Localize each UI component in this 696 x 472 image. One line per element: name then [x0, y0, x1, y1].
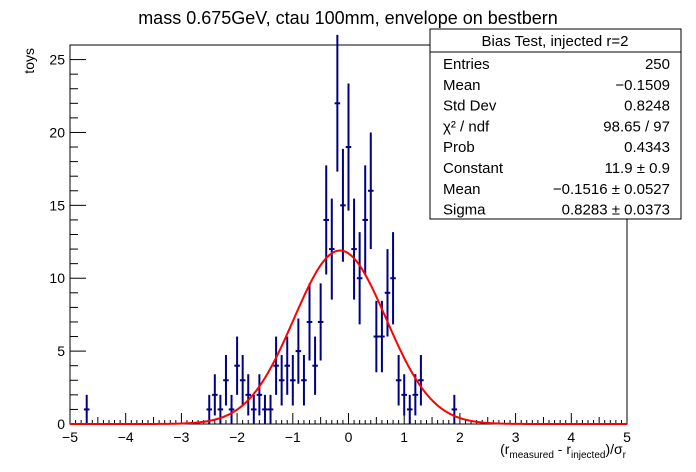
histogram-bin: [206, 394, 213, 424]
x-tick-label: −3: [173, 429, 189, 445]
y-tick-label: 0: [57, 416, 65, 432]
histogram-bin: [406, 394, 413, 424]
histogram-bin: [262, 394, 268, 424]
histogram-bin: [267, 394, 274, 424]
gaussian-fit-curve: [70, 249, 627, 425]
histogram-bin: [223, 355, 229, 406]
histogram-bin: [284, 336, 291, 395]
histogram-bin: [340, 148, 346, 262]
histogram-bin: [83, 394, 90, 424]
histogram-bin: [245, 374, 252, 416]
histogram-bin: [401, 374, 407, 416]
stats-row-value: 0.8283 ± 0.0373: [562, 202, 670, 219]
stats-row-label: Constant: [443, 160, 504, 177]
stats-row-value: 11.9 ± 0.9: [604, 160, 670, 177]
x-tick-label: 5: [623, 429, 631, 445]
histogram-bin: [278, 355, 285, 406]
chart-title: mass 0.675GeV, ctau 100mm, envelope on b…: [138, 8, 558, 28]
histogram-bin: [234, 336, 240, 395]
histogram-bin: [301, 355, 307, 406]
histogram-bin: [273, 336, 279, 395]
histogram-bin: [217, 394, 224, 424]
stats-title: Bias Test, injected r=2: [482, 33, 629, 50]
stats-row-label: Mean: [443, 181, 481, 198]
x-tick-label: −1: [285, 429, 301, 445]
histogram-bin: [367, 132, 374, 250]
stats-row-value: −0.1516 ± 0.0527: [553, 181, 670, 198]
x-tick-label: −2: [229, 429, 245, 445]
histogram-bin: [312, 336, 318, 395]
x-tick-label: 3: [512, 429, 520, 445]
histogram-bin: [334, 34, 341, 172]
x-tick-label: −4: [118, 429, 134, 445]
histogram-bin: [317, 283, 324, 361]
histogram-bin: [290, 355, 296, 406]
histogram-bin: [451, 394, 458, 424]
histogram-bin: [390, 232, 396, 325]
stats-row-label: Sigma: [443, 202, 486, 219]
histogram-bin: [306, 283, 313, 361]
x-tick-label: −5: [62, 429, 78, 445]
histogram-bin: [256, 374, 263, 416]
histogram-bin: [295, 318, 302, 384]
y-tick-label: 25: [49, 52, 65, 68]
y-tick-label: 20: [49, 124, 65, 140]
y-tick-label: 10: [49, 270, 65, 286]
stats-row-value: 0.8248: [624, 98, 670, 115]
stats-row-value: −0.1509: [615, 77, 670, 94]
histogram-bins: [83, 34, 458, 424]
stats-row-value: 98.65 / 97: [603, 118, 670, 135]
histogram-bin: [351, 198, 357, 300]
histogram-bin: [251, 394, 257, 424]
x-axis-label: (rmeasured - rinjected)/σr: [500, 441, 627, 461]
histogram-bin: [212, 374, 218, 416]
stats-row-label: Std Dev: [443, 98, 497, 115]
y-axis-ticks: 0 5 10 15 20 25: [49, 44, 86, 432]
y-tick-label: 5: [57, 343, 65, 359]
histogram-bin: [323, 165, 330, 275]
histogram-bin: [373, 300, 380, 373]
stats-row-value: 0.4343: [624, 139, 670, 156]
histogram-bin: [228, 394, 235, 424]
histogram-bin: [418, 355, 424, 406]
stats-box: Bias Test, injected r=2 Entries 250 Mean −0…: [429, 28, 682, 220]
histogram-bin: [329, 198, 335, 300]
x-tick-label: 0: [345, 429, 353, 445]
histogram-bin: [239, 355, 246, 406]
histogram-bin: [345, 83, 352, 211]
histogram-bin: [379, 300, 385, 373]
stats-row-label: χ² / ndf: [443, 118, 490, 135]
y-tick-label: 15: [49, 197, 65, 213]
x-tick-label: 2: [456, 429, 464, 445]
x-tick-label: 4: [567, 429, 575, 445]
histogram-bin: [395, 355, 402, 406]
stats-row-label: Mean: [443, 77, 481, 94]
y-axis-label: toys: [21, 48, 37, 74]
histogram-bin: [362, 165, 368, 275]
stats-row-label: Prob: [443, 139, 475, 156]
histogram-bin: [412, 374, 419, 416]
histogram-bin: [356, 232, 363, 325]
stats-row-label: Entries: [443, 56, 490, 73]
stats-row-value: 250: [645, 56, 670, 73]
x-tick-label: 1: [400, 429, 408, 445]
x-axis-ticks: −5 −4 −3 −2 −1 0 1 2 3 4 5: [62, 413, 631, 445]
